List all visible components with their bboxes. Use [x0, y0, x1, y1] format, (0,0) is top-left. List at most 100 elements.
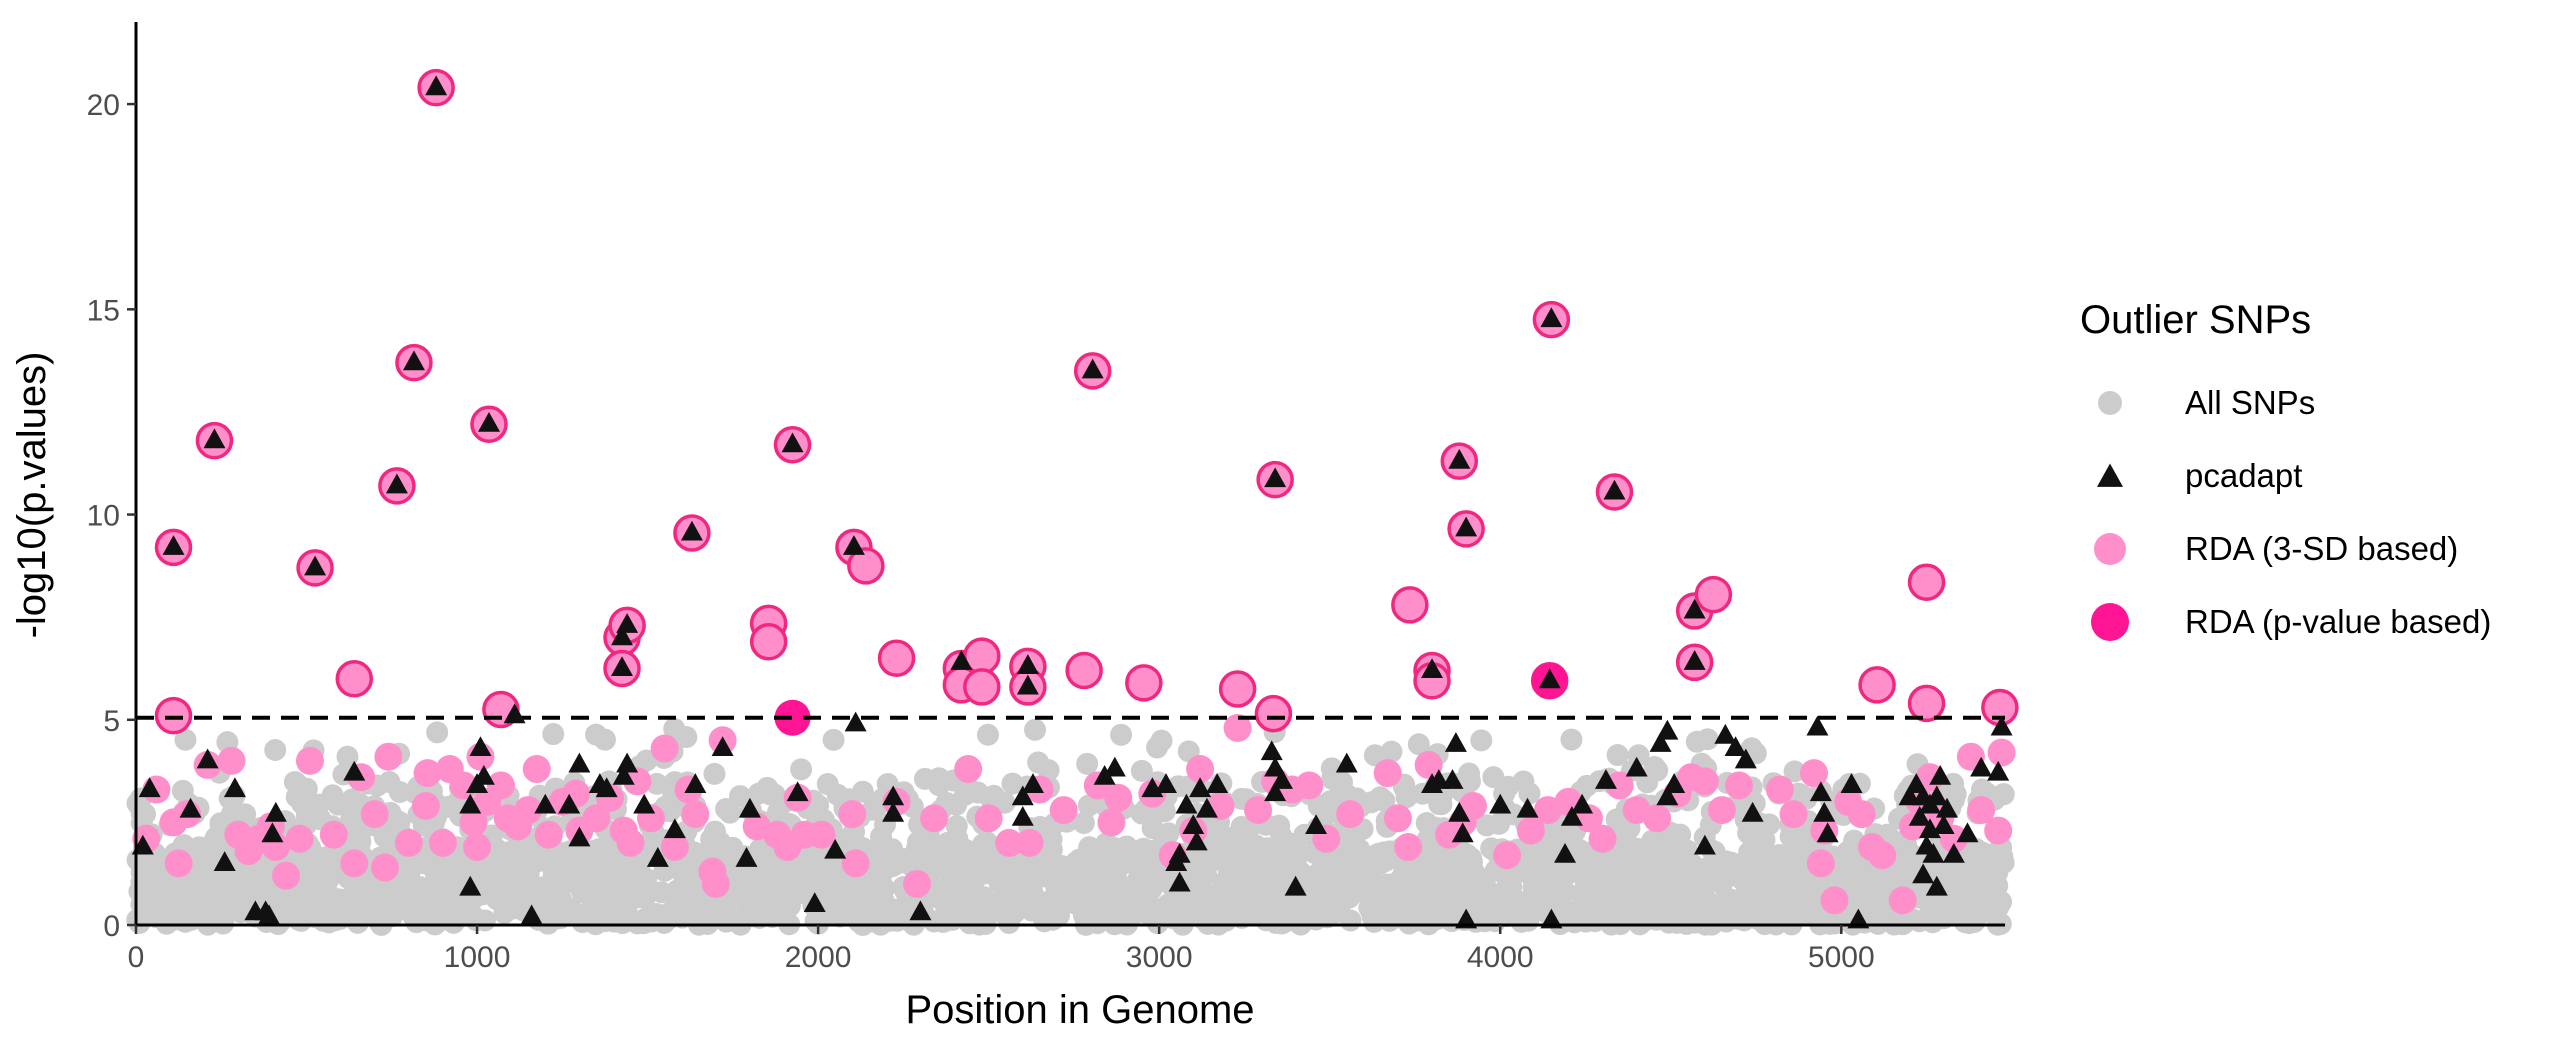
pcadapt-point	[909, 900, 932, 921]
snp-point	[1836, 840, 1859, 863]
snp-point	[1373, 841, 1396, 864]
pcadapt-point	[824, 838, 847, 859]
pcadapt-point	[1714, 723, 1737, 744]
snp-point	[1991, 846, 2014, 869]
snp-point	[1078, 836, 1101, 859]
rda-sd-point	[370, 853, 399, 882]
pcadapt-outlier	[1016, 654, 1039, 674]
pcadapt-outlier	[162, 535, 185, 555]
snp-point	[757, 846, 780, 869]
snp-point	[1576, 865, 1599, 888]
pcadapt-point	[1741, 801, 1764, 822]
pcadapt-point	[568, 752, 591, 773]
snp-point	[1576, 897, 1599, 920]
snp-point	[1098, 888, 1121, 911]
snp-point	[322, 861, 345, 884]
rda-sd-point	[1967, 796, 1996, 825]
rda-sd-point	[995, 828, 1024, 857]
rda-sd-point	[1336, 800, 1365, 829]
pcadapt-point	[258, 904, 281, 925]
pcadapt-point	[803, 892, 826, 913]
rda-sd-point	[1868, 841, 1897, 870]
rda-sd-point	[272, 861, 301, 890]
pcadapt-point	[1154, 773, 1177, 793]
rda-sd-point	[1244, 796, 1273, 825]
legend-item-pcadapt: pcadapt	[2097, 457, 2302, 494]
pcadapt-point	[1571, 793, 1594, 814]
pcadapt-point	[1175, 793, 1198, 814]
snp-point	[703, 762, 726, 785]
snp-point	[346, 911, 369, 934]
pcadapt-outlier	[611, 625, 634, 646]
snp-point	[1458, 879, 1481, 902]
rda-sd-point	[428, 828, 457, 857]
rda-sd-point	[1015, 828, 1044, 857]
rda-sd-point	[1186, 755, 1215, 784]
pcadapt-point	[213, 851, 236, 871]
rda-sd-point	[459, 808, 488, 837]
rda-sd-outlier	[1065, 651, 1103, 690]
snp-point	[1130, 759, 1153, 782]
snp-point	[392, 897, 415, 920]
snp-point	[1977, 882, 2000, 905]
snp-point	[295, 805, 318, 828]
snp-point	[1185, 886, 1208, 909]
snp-point	[707, 902, 730, 925]
snp-point	[559, 897, 582, 920]
snp-point	[542, 723, 565, 746]
rda-sd-outlier	[335, 659, 374, 698]
snp-point	[614, 910, 637, 933]
snp-point	[1512, 770, 1535, 793]
pcadapt-point	[1021, 773, 1044, 793]
legend-label: RDA (p-value based)	[2185, 603, 2491, 640]
pcadapt-point	[1656, 785, 1679, 806]
rda-sd-outlier	[1907, 563, 1946, 602]
rda-sd-point	[920, 804, 949, 833]
rda-sd-point	[807, 820, 836, 849]
snp-point	[928, 880, 951, 903]
snp-point	[1759, 863, 1782, 886]
rda-sd-outlier	[1125, 664, 1163, 702]
pcadapt-point	[1956, 822, 1979, 843]
snp-point	[1380, 740, 1403, 763]
snp-point	[1363, 744, 1386, 767]
pcadapt-point	[1103, 756, 1126, 777]
snp-point	[1575, 774, 1598, 797]
snp-point	[1685, 730, 1708, 753]
rda-sd-point	[217, 746, 246, 775]
snp-point	[426, 721, 449, 744]
snp-point	[130, 871, 153, 894]
snp-point	[1335, 783, 1358, 806]
pcadapt-point	[663, 818, 686, 839]
snp-point	[1407, 733, 1430, 756]
pcadapt-outlier	[842, 535, 865, 555]
pcadapt-point	[595, 777, 618, 798]
snp-point	[1531, 849, 1554, 872]
pcadapt-point	[534, 793, 557, 814]
pcadapt-point	[1206, 773, 1229, 793]
pcadapt-point	[1011, 806, 1034, 826]
rda-sd-outlier	[1391, 586, 1429, 624]
snp-point	[169, 874, 192, 897]
snp-point	[976, 723, 999, 746]
snp-point	[790, 758, 813, 781]
snp-point	[197, 870, 220, 893]
pcadapt-outlier	[425, 75, 448, 96]
pcadapt-point	[1305, 814, 1328, 835]
snp-point	[1560, 728, 1583, 751]
snp-point	[429, 878, 452, 901]
snp-point	[633, 886, 656, 909]
snp-point	[1758, 813, 1781, 836]
pcadapt-outlier	[203, 428, 226, 449]
snp-point	[994, 890, 1017, 913]
pcadapt-point	[520, 904, 543, 925]
y-tick-label: 0	[103, 910, 120, 943]
rda-sd-point	[1049, 796, 1078, 825]
rda-sd-point	[903, 869, 932, 898]
legend-label: RDA (3-SD based)	[2185, 530, 2458, 567]
snp-point	[1571, 848, 1594, 871]
snp-point	[591, 842, 614, 865]
legend-key-triangle	[2097, 463, 2123, 487]
legend-item-rda_p: RDA (p-value based)	[2091, 603, 2491, 641]
pcadapt-point	[1847, 908, 1870, 929]
